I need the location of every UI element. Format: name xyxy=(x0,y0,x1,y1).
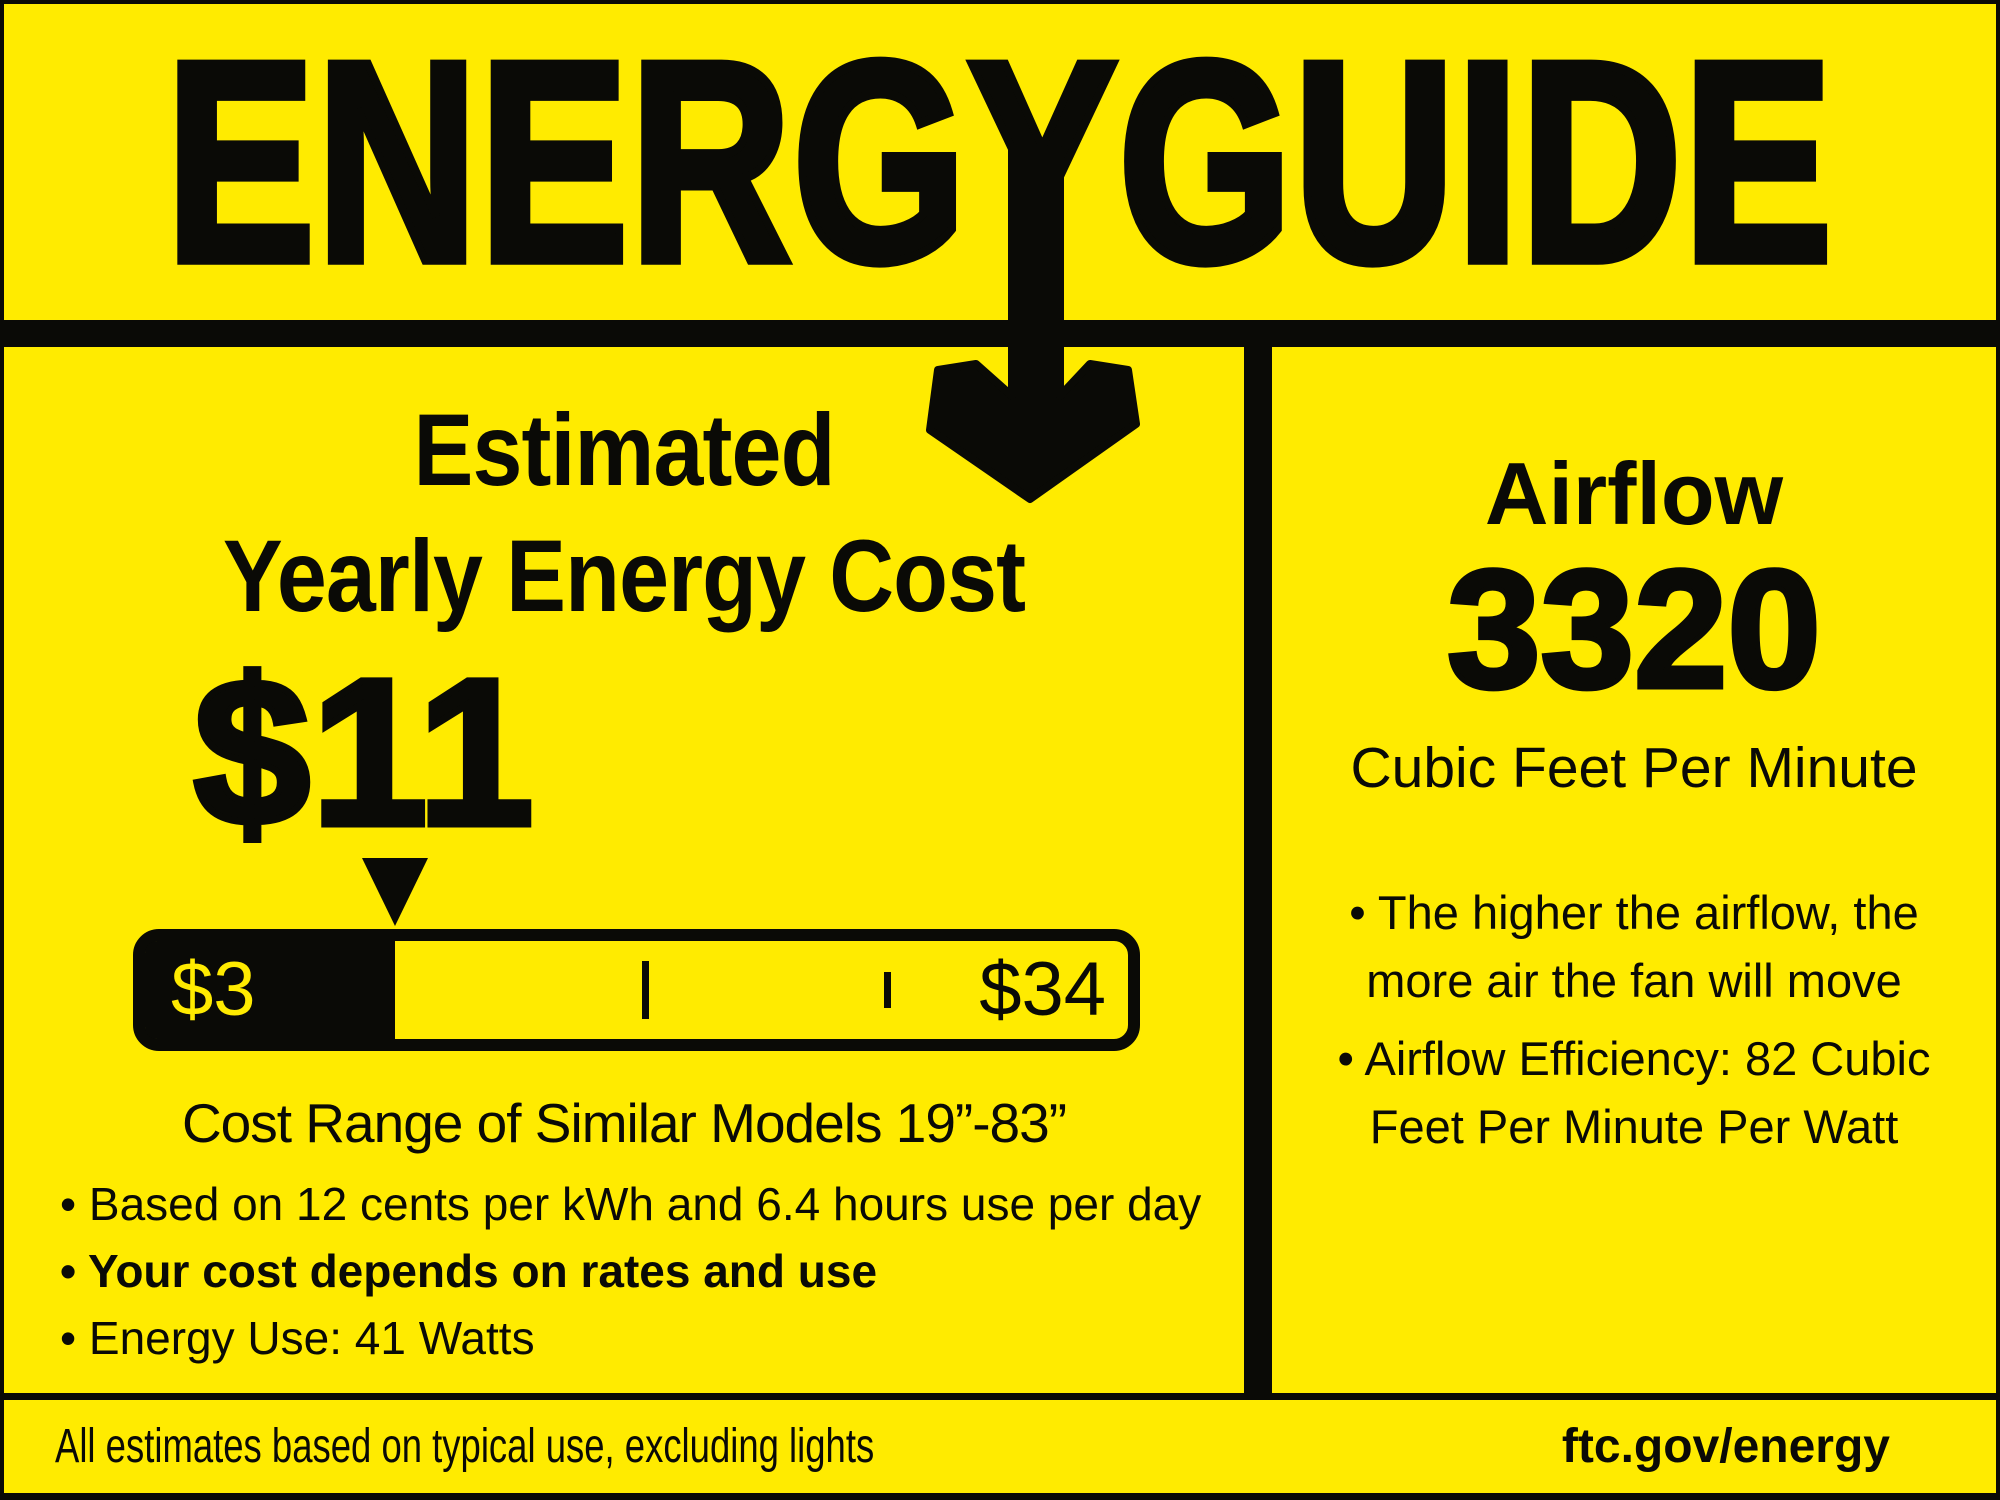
footer-disclaimer: All estimates based on typical use, excl… xyxy=(55,1420,875,1473)
cost-range-fill xyxy=(145,941,395,1039)
tick-mark-2 xyxy=(884,972,891,1008)
cost-note-depends: • Your cost depends on rates and use xyxy=(60,1245,878,1297)
airflow-value: 3320 xyxy=(1445,535,1824,723)
heading-line-1: Estimated xyxy=(413,393,835,507)
cost-marker-triangle-icon xyxy=(362,858,428,926)
range-caption: Cost Range of Similar Models 19”-83” xyxy=(181,1092,1067,1154)
heading-line-2: Yearly Energy Cost xyxy=(222,519,1026,633)
cost-range-bar: $3 $34 xyxy=(133,929,1140,1051)
footer-band: All estimates based on typical use, excl… xyxy=(4,1400,1996,1493)
airflow-panel: Airflow 3320 Cubic Feet Per Minute • The… xyxy=(1272,347,1996,1393)
energyguide-logo: ENERGYGUIDE xyxy=(162,3,1835,321)
airflow-note-higher: • The higher the airflow, the more air t… xyxy=(1272,879,1996,1015)
range-min-label: $3 xyxy=(171,947,256,1032)
cost-notes: • Based on 12 cents per kWh and 6.4 hour… xyxy=(60,1171,1220,1372)
range-max-label: $34 xyxy=(979,947,1106,1032)
airflow-note-higher-line-1: • The higher the airflow, the xyxy=(1349,886,1919,939)
cost-panel: Estimated Yearly Energy Cost $11 $3 $34 … xyxy=(4,347,1244,1393)
cost-note-basis: • Based on 12 cents per kWh and 6.4 hour… xyxy=(60,1178,1202,1230)
tick-mark-1 xyxy=(642,961,649,1019)
title-band: ENERGYGUIDE xyxy=(4,4,1996,320)
estimated-cost-heading: Estimated Yearly Energy Cost xyxy=(78,387,1169,639)
cost-value: $11 xyxy=(191,637,538,869)
airflow-note-higher-line-2: more air the fan will move xyxy=(1366,954,1902,1007)
airflow-unit: Cubic Feet Per Minute xyxy=(1350,736,1918,800)
airflow-note-efficiency: • Airflow Efficiency: 82 Cubic Feet Per … xyxy=(1272,1025,1996,1161)
ftc-url: ftc.gov/energy xyxy=(1561,1420,1890,1473)
airflow-note-efficiency-line-1: • Airflow Efficiency: 82 Cubic xyxy=(1337,1032,1931,1085)
cost-note-energy-use: • Energy Use: 41 Watts xyxy=(60,1312,535,1364)
airflow-note-efficiency-line-2: Feet Per Minute Per Watt xyxy=(1369,1100,1899,1153)
airflow-heading: Airflow xyxy=(1484,444,1784,543)
airflow-notes: • The higher the airflow, the more air t… xyxy=(1272,879,1996,1171)
